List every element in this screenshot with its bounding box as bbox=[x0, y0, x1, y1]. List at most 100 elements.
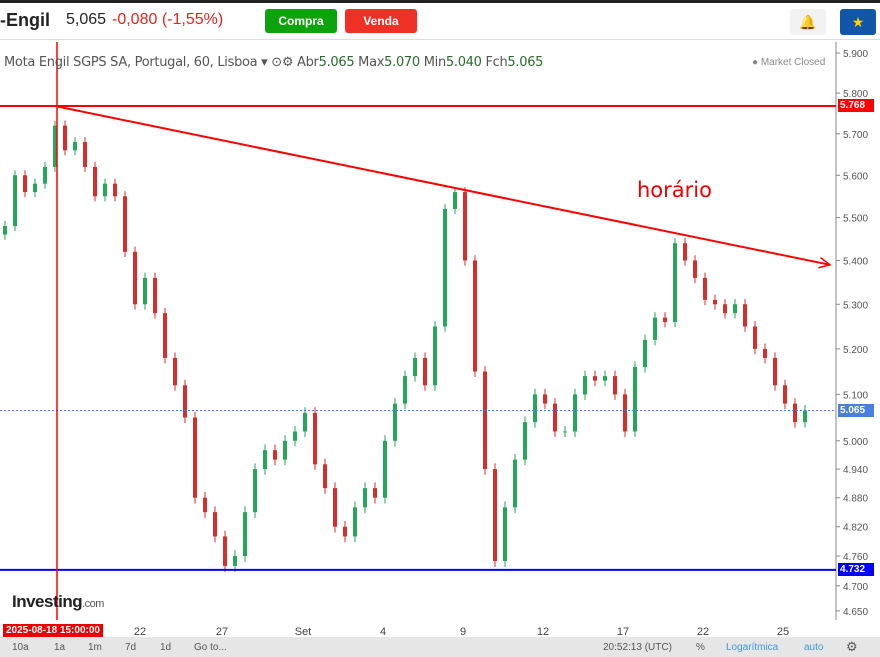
buy-button[interactable]: Compra bbox=[265, 9, 337, 33]
candle bbox=[353, 507, 357, 537]
y-tick-label: 4.820 bbox=[843, 523, 868, 534]
x-tick-label: 9 bbox=[459, 626, 467, 638]
annotation-text[interactable]: horário bbox=[637, 178, 712, 202]
candle bbox=[533, 394, 537, 423]
log-toggle[interactable]: Logarítmica bbox=[726, 642, 779, 653]
candle bbox=[763, 348, 767, 358]
open-label: Abr bbox=[297, 55, 319, 70]
legend-title[interactable]: Mota Engil SGPS SA, Portugal, 60, Lisboa bbox=[4, 55, 258, 70]
candle bbox=[153, 277, 157, 314]
candle bbox=[293, 431, 297, 441]
candle bbox=[163, 313, 167, 358]
range-1a[interactable]: 1a bbox=[54, 642, 66, 653]
price-chart[interactable]: 5.900 5.800 5.700 5.600 5.500 5.400 5.300 5.200… bbox=[0, 42, 880, 620]
candle bbox=[243, 512, 247, 557]
candle bbox=[323, 464, 327, 489]
clock: 20:52:13 (UTC) bbox=[603, 642, 672, 653]
y-tick-label: 5.900 bbox=[843, 49, 868, 60]
candle bbox=[773, 357, 777, 386]
range-1d[interactable]: 1d bbox=[160, 642, 172, 653]
x-tick-label: 22 bbox=[696, 626, 710, 638]
candle bbox=[723, 304, 727, 314]
candle bbox=[433, 326, 437, 386]
investing-logo: Investing.com bbox=[12, 592, 104, 611]
candle bbox=[663, 317, 667, 323]
candle bbox=[673, 243, 677, 323]
x-tick-label: 12 bbox=[536, 626, 550, 638]
candle bbox=[483, 371, 487, 470]
last-price: 5,065 bbox=[66, 11, 107, 28]
support-price-label: 4.732 bbox=[838, 562, 874, 576]
open-value: 5.065 bbox=[318, 55, 355, 70]
y-tick-label: 5.600 bbox=[843, 171, 868, 182]
settings-gear-icon[interactable]: ⚙ bbox=[846, 639, 858, 654]
x-tick-label: Set bbox=[294, 626, 312, 638]
high-label: Max bbox=[358, 55, 385, 70]
x-tick-label: 4 bbox=[379, 626, 387, 638]
candle bbox=[273, 450, 277, 460]
plot-area bbox=[0, 42, 836, 620]
candle bbox=[793, 403, 797, 423]
candle bbox=[63, 125, 67, 151]
candle bbox=[123, 196, 127, 252]
candle bbox=[553, 403, 557, 432]
candle bbox=[103, 183, 107, 197]
candle bbox=[653, 317, 657, 340]
range-7d[interactable]: 7d bbox=[125, 642, 137, 653]
candle bbox=[253, 469, 257, 513]
y-tick-label: 5.300 bbox=[843, 300, 868, 311]
candle bbox=[73, 142, 77, 151]
sell-button[interactable]: Venda bbox=[345, 9, 417, 33]
y-tick-label: 5.200 bbox=[843, 345, 868, 356]
candle bbox=[133, 251, 137, 305]
last-price-label: 5.065 bbox=[838, 403, 874, 417]
candle bbox=[143, 277, 147, 305]
range-1m[interactable]: 1m bbox=[88, 642, 102, 653]
x-tick-label: 25 bbox=[776, 626, 790, 638]
range-10a[interactable]: 10a bbox=[12, 642, 29, 653]
candle bbox=[423, 357, 427, 386]
candle bbox=[213, 512, 217, 537]
candle bbox=[643, 339, 647, 367]
candle bbox=[53, 125, 57, 167]
candle bbox=[683, 243, 687, 261]
candle bbox=[343, 526, 347, 537]
candle bbox=[493, 469, 497, 561]
candle bbox=[83, 142, 87, 167]
candle bbox=[3, 226, 7, 235]
candle bbox=[523, 422, 527, 460]
candle bbox=[563, 431, 567, 433]
x-axis: 22 27 Set 4 9 12 17 22 25 bbox=[0, 620, 836, 638]
candle bbox=[363, 488, 367, 508]
y-tick-label: 4.760 bbox=[843, 552, 868, 563]
candle bbox=[743, 304, 747, 327]
candle bbox=[703, 277, 707, 300]
auto-toggle[interactable]: auto bbox=[804, 642, 824, 653]
candle bbox=[603, 376, 607, 381]
candle bbox=[203, 497, 207, 513]
candle bbox=[33, 183, 37, 193]
resistance-price-label: 5.768 bbox=[838, 99, 874, 112]
candle bbox=[193, 417, 197, 498]
instrument-name: -Engil bbox=[0, 10, 50, 30]
candle bbox=[613, 376, 617, 395]
percent-toggle[interactable]: % bbox=[696, 642, 705, 653]
candle bbox=[313, 412, 317, 465]
y-tick-label: 5.100 bbox=[843, 390, 868, 401]
y-tick-label: 5.000 bbox=[843, 437, 868, 448]
close-value: 5.065 bbox=[507, 55, 544, 70]
candle bbox=[223, 536, 227, 566]
star-icon[interactable]: ★ bbox=[840, 9, 876, 35]
y-tick-label: 4.940 bbox=[843, 465, 868, 476]
high-value: 5.070 bbox=[384, 55, 420, 70]
bottom-toolbar: 10a 1a 1m 7d 1d Go to... 20:52:13 (UTC) … bbox=[0, 637, 880, 657]
price-change: -0,080 (-1,55%) bbox=[112, 11, 224, 28]
candle bbox=[373, 488, 377, 498]
candle bbox=[443, 208, 447, 327]
chart-legend: Mota Engil SGPS SA, Portugal, 60, Lisboa… bbox=[4, 55, 544, 70]
bell-plus-icon[interactable]: 🔔 bbox=[790, 9, 826, 35]
y-tick-label: 4.700 bbox=[843, 582, 868, 593]
goto-button[interactable]: Go to... bbox=[194, 642, 227, 653]
candle bbox=[593, 376, 597, 381]
candle bbox=[43, 166, 47, 184]
